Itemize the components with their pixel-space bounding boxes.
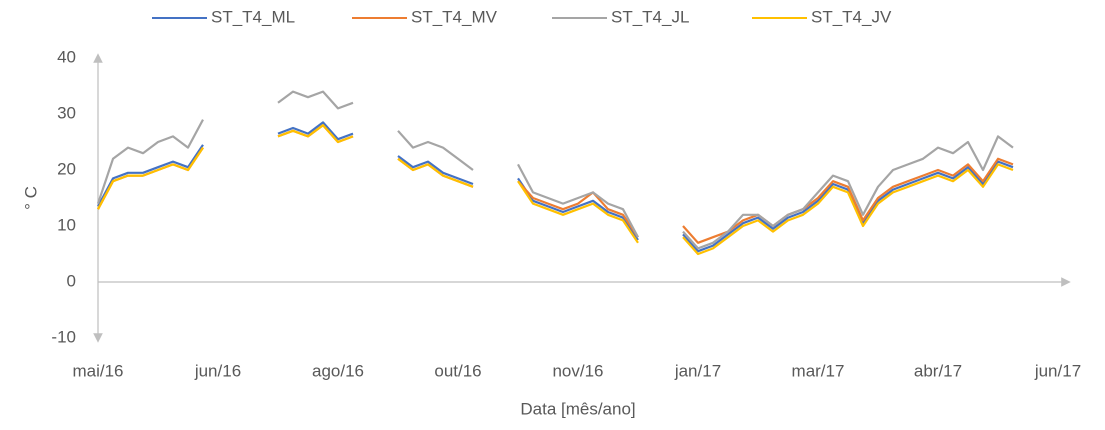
x-tick-label: nov/16 (552, 361, 603, 380)
y-tick-label: 30 (57, 103, 76, 122)
y-tick-label: 20 (57, 159, 76, 178)
legend-label: ST_T4_JV (811, 7, 892, 26)
x-tick-label: jun/17 (1034, 361, 1081, 380)
x-tick-label: mar/17 (792, 361, 845, 380)
legend-label: ST_T4_MV (411, 7, 498, 26)
legend-label: ST_T4_JL (611, 7, 689, 26)
x-tick-label: ago/16 (312, 361, 364, 380)
series-line (96, 90, 1014, 250)
series-line (97, 121, 1014, 253)
y-tick-label: -10 (51, 327, 76, 346)
y-tick-label: 0 (67, 271, 76, 290)
legend-label: ST_T4_ML (211, 7, 295, 26)
x-tick-label: out/16 (434, 361, 481, 380)
x-tick-label: jun/16 (194, 361, 241, 380)
y-tick-label: 40 (57, 47, 76, 66)
y-tick-label: 10 (57, 215, 76, 234)
series-line (97, 124, 1014, 256)
y-axis-title: ° C (21, 186, 40, 210)
x-tick-label: mai/16 (72, 361, 123, 380)
x-tick-label: abr/17 (914, 361, 962, 380)
x-axis-title: Data [mês/ano] (520, 399, 635, 418)
x-tick-label: jan/17 (674, 361, 721, 380)
series-line (97, 124, 1014, 244)
